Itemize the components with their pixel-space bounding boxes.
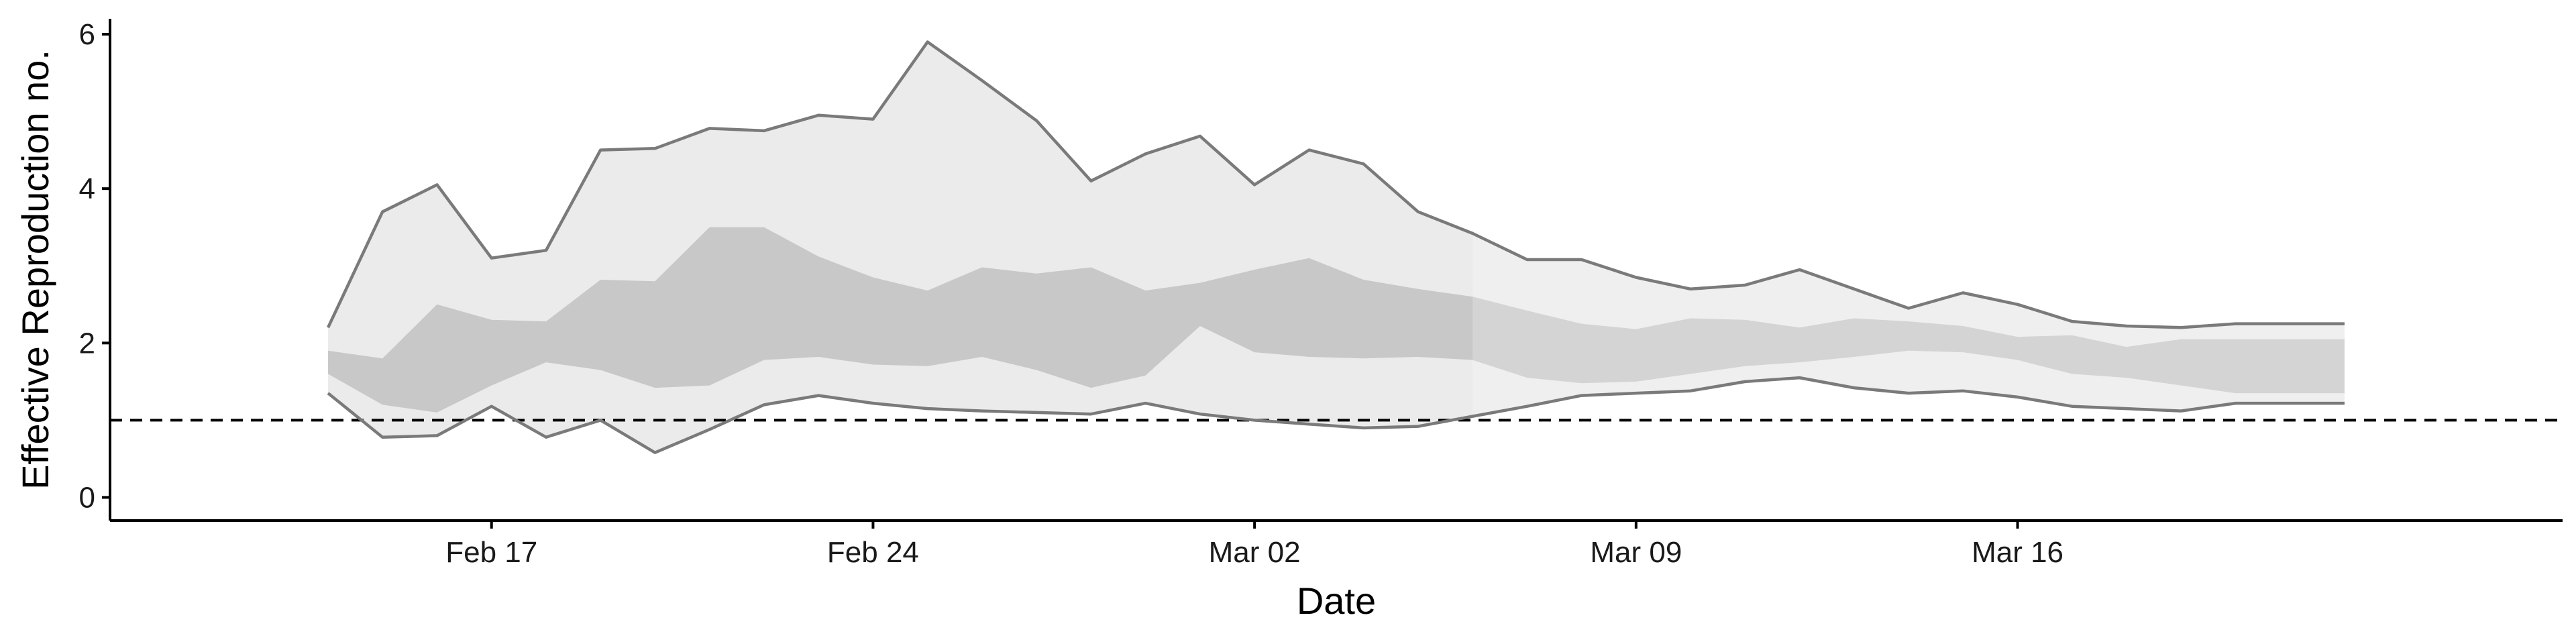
x-ticks: Feb 17 Feb 24 Mar 02 Mar 09 Mar 16 bbox=[445, 521, 2063, 569]
y-tick-label: 6 bbox=[79, 18, 95, 51]
x-tick-label: Feb 24 bbox=[827, 536, 919, 569]
y-tick-label: 0 bbox=[79, 481, 95, 514]
y-tick-label: 4 bbox=[79, 172, 95, 205]
y-tick-label: 2 bbox=[79, 327, 95, 360]
upper-bound-line bbox=[326, 40, 2345, 329]
y-axis-title: Effective Reproduction no. bbox=[14, 50, 56, 490]
lower-bound-line bbox=[327, 376, 2345, 454]
x-axis-title: Date bbox=[1297, 580, 1376, 622]
plot-area bbox=[110, 19, 2563, 521]
x-tick-label: Mar 16 bbox=[1972, 536, 2063, 569]
inner-credible-band bbox=[328, 227, 2345, 413]
y-ticks: 0 2 4 6 bbox=[79, 18, 110, 514]
forecast-fade-overlay bbox=[1472, 19, 2352, 521]
axes bbox=[109, 19, 2563, 522]
x-tick-label: Feb 17 bbox=[445, 536, 537, 569]
x-tick-label: Mar 09 bbox=[1590, 536, 1682, 569]
x-tick-label: Mar 02 bbox=[1209, 536, 1301, 569]
